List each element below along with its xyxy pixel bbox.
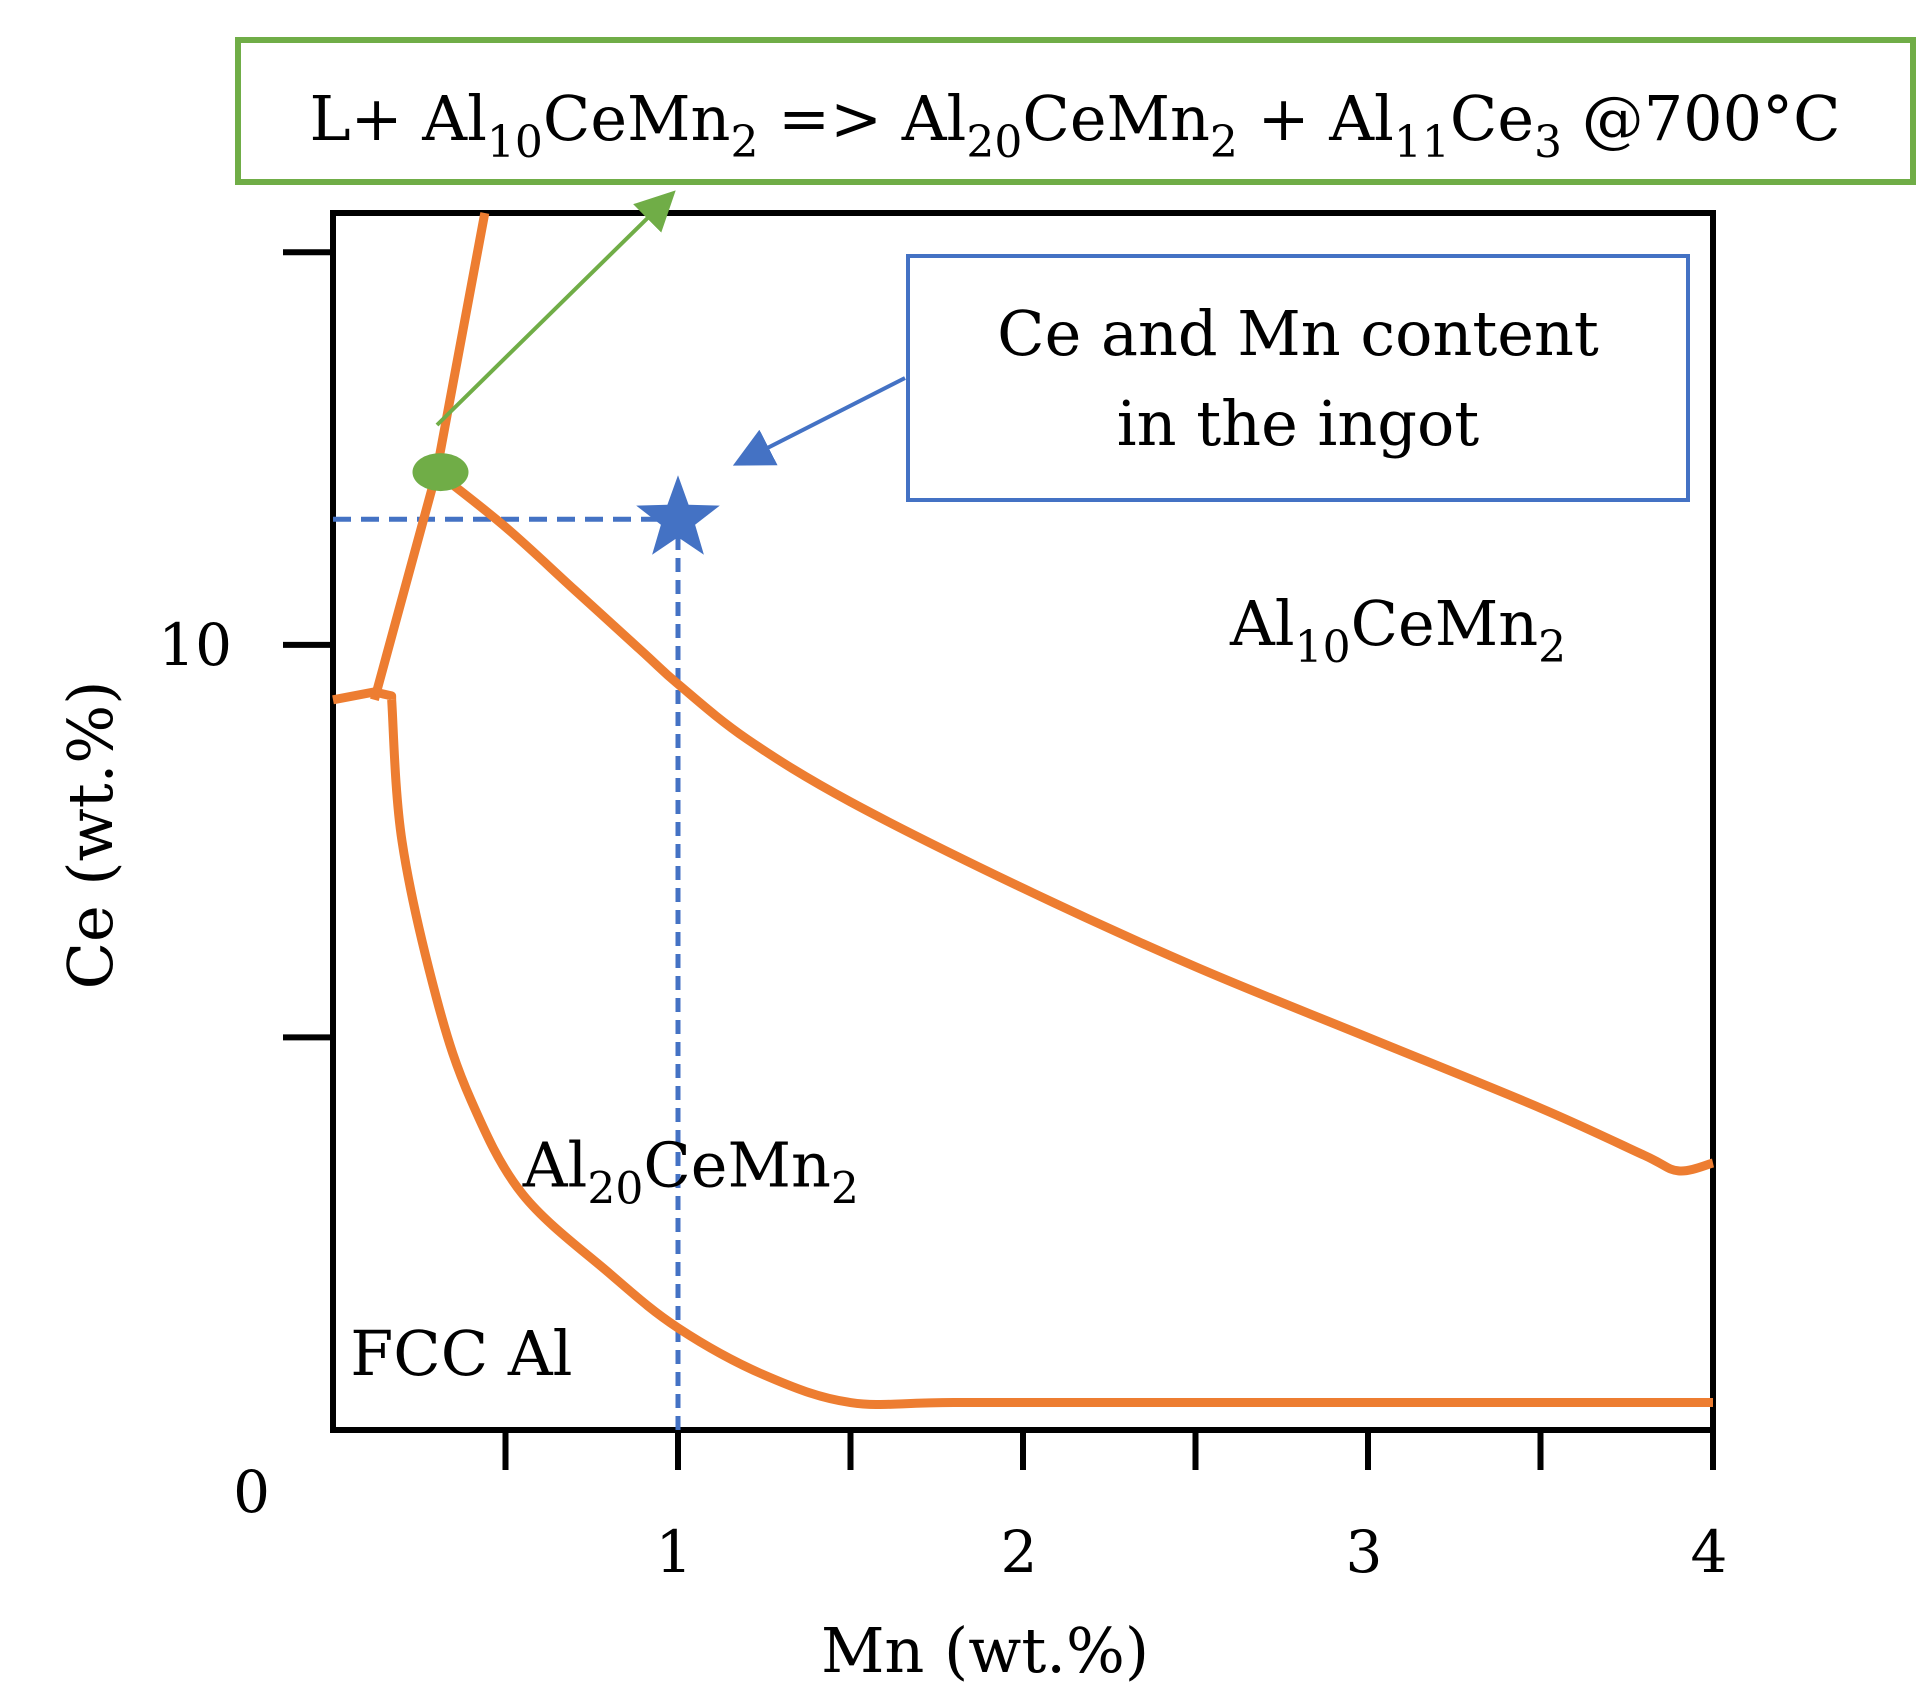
region-label-fcc: FCC Al [350, 1317, 572, 1390]
invariant-point-marker [412, 453, 469, 492]
x-axis-label: Mn (wt.%) [821, 1614, 1149, 1687]
y-tick-label: 0 [233, 1458, 270, 1526]
x-tick-label: 2 [1001, 1518, 1038, 1586]
ingot-arrow [732, 376, 906, 466]
reaction-annotation-text: L+ Al10​CeMn2​ => Al20​CeMn2​ + Al11​Ce3… [309, 82, 1840, 168]
y-axis-label: Ce (wt.%) [54, 681, 127, 990]
ingot-annotation-box [906, 254, 1690, 502]
reaction-annotation-box [235, 37, 1916, 185]
hook-segment-line [332, 687, 397, 705]
y-tick-label: 10 [158, 611, 232, 679]
region-label-al20: Al20​CeMn2​ [522, 1129, 859, 1215]
x-tick-label: 3 [1346, 1518, 1383, 1586]
ingot-composition-star [636, 475, 720, 555]
x-tick-label: 4 [1691, 1518, 1728, 1586]
region-label-al10: Al10​CeMn2​ [1229, 587, 1566, 673]
x-tick-label: 1 [656, 1518, 693, 1586]
lower-boundary-line [387, 699, 1713, 1410]
upper-boundary-line [433, 468, 1715, 1176]
ingot-annotation-line-1: Ce and Mn content [997, 297, 1599, 370]
reaction-arrow [435, 190, 676, 427]
ingot-annotation-line-2: in the ingot [1117, 387, 1479, 460]
